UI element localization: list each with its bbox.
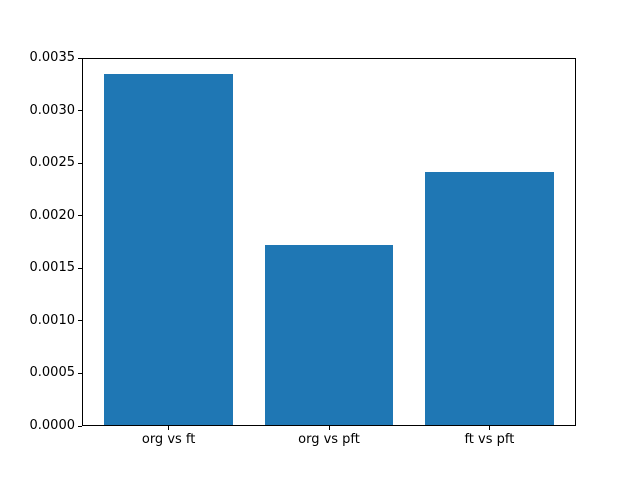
- y-tick-mark: [78, 162, 82, 164]
- bar-ft-vs-pft: [425, 171, 554, 426]
- x-tick-mark: [328, 426, 330, 430]
- bar-org-vs-ft: [104, 73, 233, 426]
- y-tick-label: 0.0035: [29, 50, 76, 65]
- y-tick-label: 0.0010: [29, 312, 76, 328]
- x-tick-label: ft vs pft: [464, 432, 515, 447]
- y-tick-label: 0.0005: [29, 365, 76, 381]
- y-tick-label: 0.0000: [29, 418, 76, 433]
- y-tick-mark: [78, 425, 82, 427]
- y-tick-mark: [78, 372, 82, 374]
- y-tick-label: 0.0020: [29, 207, 76, 223]
- y-tick-mark: [78, 320, 82, 322]
- y-tick-label: 0.0030: [29, 102, 76, 118]
- y-tick-mark: [78, 110, 82, 112]
- x-tick-label: org vs pft: [298, 432, 360, 447]
- y-tick-label: 0.0025: [29, 155, 76, 171]
- y-tick-mark: [78, 267, 82, 269]
- x-tick-label: org vs ft: [141, 432, 196, 447]
- y-tick-label: 0.0015: [29, 260, 76, 276]
- x-tick-mark: [168, 426, 170, 430]
- bar-org-vs-pft: [264, 245, 394, 426]
- x-tick-mark: [488, 426, 490, 430]
- y-tick-mark: [78, 57, 82, 59]
- y-tick-mark: [78, 215, 82, 217]
